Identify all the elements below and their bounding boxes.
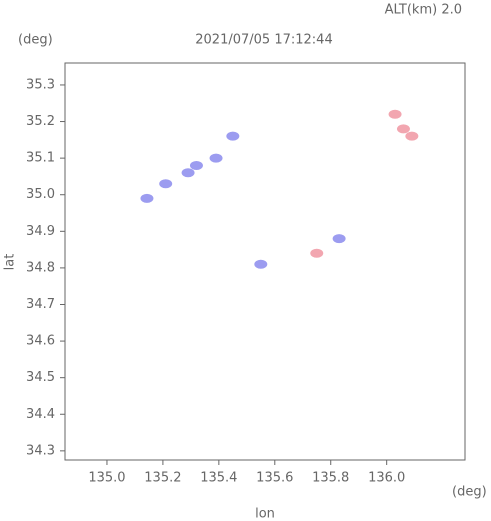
y-tick-label: 35.1: [26, 151, 55, 166]
y-tick-label: 34.7: [26, 297, 55, 312]
point: [405, 131, 419, 141]
x-unit: (deg): [452, 485, 487, 500]
point: [181, 168, 195, 178]
altitude-label: ALT(km) 2.0: [385, 3, 462, 18]
point: [310, 248, 324, 258]
y-tick-label: 35.0: [26, 187, 55, 202]
x-tick-label: 135.8: [312, 471, 349, 486]
x-tick-label: 135.2: [144, 471, 181, 486]
y-tick-label: 34.6: [26, 334, 55, 349]
y-tick-label: 35.3: [26, 77, 55, 92]
y-tick-label: 34.4: [26, 407, 55, 422]
x-tick-label: 135.0: [88, 471, 125, 486]
point: [388, 109, 402, 119]
point: [254, 259, 268, 269]
point: [209, 153, 223, 163]
y-tick-label: 34.3: [26, 443, 55, 458]
x-tick-label: 136.0: [368, 471, 405, 486]
point: [140, 193, 154, 203]
chart-title: 2021/07/05 17:12:44: [195, 33, 332, 48]
x-tick-label: 135.4: [200, 471, 237, 486]
point: [189, 160, 203, 170]
y-axis-label: lat: [3, 254, 18, 271]
point: [396, 124, 410, 134]
x-axis-label: lon: [255, 507, 275, 521]
plot-frame: [64, 62, 466, 461]
y-unit: (deg): [18, 33, 53, 48]
y-tick-label: 34.9: [26, 224, 55, 239]
y-tick-label: 34.8: [26, 260, 55, 275]
y-tick-label: 35.2: [26, 114, 55, 129]
x-tick-label: 135.6: [256, 471, 293, 486]
point: [226, 131, 240, 141]
point: [159, 179, 173, 189]
point: [332, 234, 346, 244]
y-tick-label: 34.5: [26, 370, 55, 385]
